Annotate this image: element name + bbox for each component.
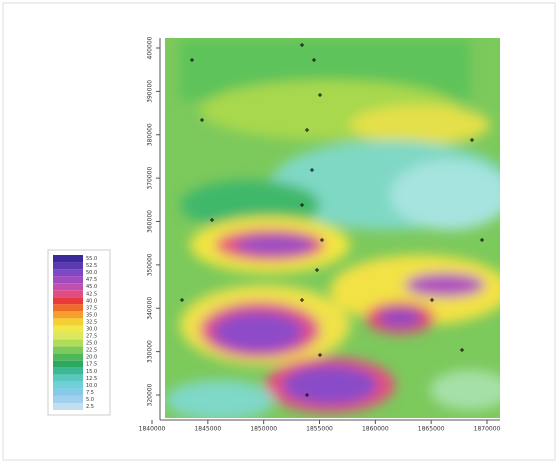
legend-label: 52.5 bbox=[86, 263, 97, 269]
x-tick-label: 1865000 bbox=[418, 426, 445, 433]
legend-label: 37.5 bbox=[86, 305, 97, 311]
y-tick-label: 350000 bbox=[147, 253, 154, 276]
legend-swatch bbox=[53, 360, 83, 368]
legend-swatch bbox=[53, 367, 83, 375]
y-tick-label: 340000 bbox=[147, 297, 154, 320]
legend-label: 50.0 bbox=[86, 270, 97, 276]
legend-swatch bbox=[53, 374, 83, 382]
y-tick-label: 380000 bbox=[147, 123, 154, 146]
legend-swatch bbox=[53, 276, 83, 284]
legend-swatch bbox=[53, 318, 83, 326]
legend-label: 55.0 bbox=[86, 256, 97, 262]
legend-scale: 55.052.550.047.545.042.540.037.535.032.5… bbox=[53, 255, 97, 410]
x-tick-label: 1845000 bbox=[194, 426, 221, 433]
y-tick-label: 370000 bbox=[147, 166, 154, 189]
x-tick-label: 1870000 bbox=[474, 426, 501, 433]
legend-swatch bbox=[53, 388, 83, 396]
legend-swatch bbox=[53, 339, 83, 347]
x-tick-label: 1840000 bbox=[139, 426, 166, 433]
legend-label: 5.0 bbox=[86, 397, 94, 403]
legend-label: 10.0 bbox=[86, 383, 97, 389]
legend-swatch bbox=[53, 332, 83, 340]
legend-label: 40.0 bbox=[86, 298, 97, 304]
legend-swatch bbox=[53, 402, 83, 410]
y-tick-label: 400000 bbox=[147, 36, 154, 59]
legend-swatch bbox=[53, 262, 83, 270]
legend-swatch bbox=[53, 304, 83, 312]
map-surface bbox=[165, 38, 500, 418]
y-tick-label: 330000 bbox=[147, 340, 154, 363]
legend-label: 2.5 bbox=[86, 404, 94, 410]
legend-label: 12.5 bbox=[86, 376, 97, 382]
legend-label: 15.0 bbox=[86, 369, 97, 375]
axis-labels: 400000 390000 380000 370000 360000 350000 3400… bbox=[139, 36, 501, 432]
x-tick-label: 1855000 bbox=[306, 426, 333, 433]
legend-label: 30.0 bbox=[86, 326, 97, 332]
legend-label: 32.5 bbox=[86, 319, 97, 325]
legend-swatch bbox=[53, 255, 83, 263]
legend-swatch bbox=[53, 353, 83, 361]
x-tick-label: 1860000 bbox=[362, 426, 389, 433]
legend-swatch bbox=[53, 381, 83, 389]
legend-label: 20.0 bbox=[86, 355, 97, 361]
legend-label: 22.5 bbox=[86, 348, 97, 354]
legend-label: 25.0 bbox=[86, 341, 97, 347]
y-tick-label: 320000 bbox=[147, 383, 154, 406]
legend-swatch bbox=[53, 269, 83, 277]
legend-swatch bbox=[53, 311, 83, 319]
y-tick-label: 360000 bbox=[147, 210, 154, 233]
x-tick-label: 1850000 bbox=[250, 426, 277, 433]
legend-label: 35.0 bbox=[86, 312, 97, 318]
legend-swatch bbox=[53, 283, 83, 291]
legend-label: 27.5 bbox=[86, 334, 97, 340]
legend-label: 7.5 bbox=[86, 390, 94, 396]
legend-swatch bbox=[53, 395, 83, 403]
legend-label: 47.5 bbox=[86, 277, 97, 283]
y-tick-label: 390000 bbox=[147, 80, 154, 103]
legend-label: 17.5 bbox=[86, 362, 97, 368]
legend-swatch bbox=[53, 297, 83, 305]
legend-swatch bbox=[53, 346, 83, 354]
legend-swatch bbox=[53, 290, 83, 298]
legend-swatch bbox=[53, 325, 83, 333]
legend-label: 42.5 bbox=[86, 291, 97, 297]
legend-label: 45.0 bbox=[86, 284, 97, 290]
